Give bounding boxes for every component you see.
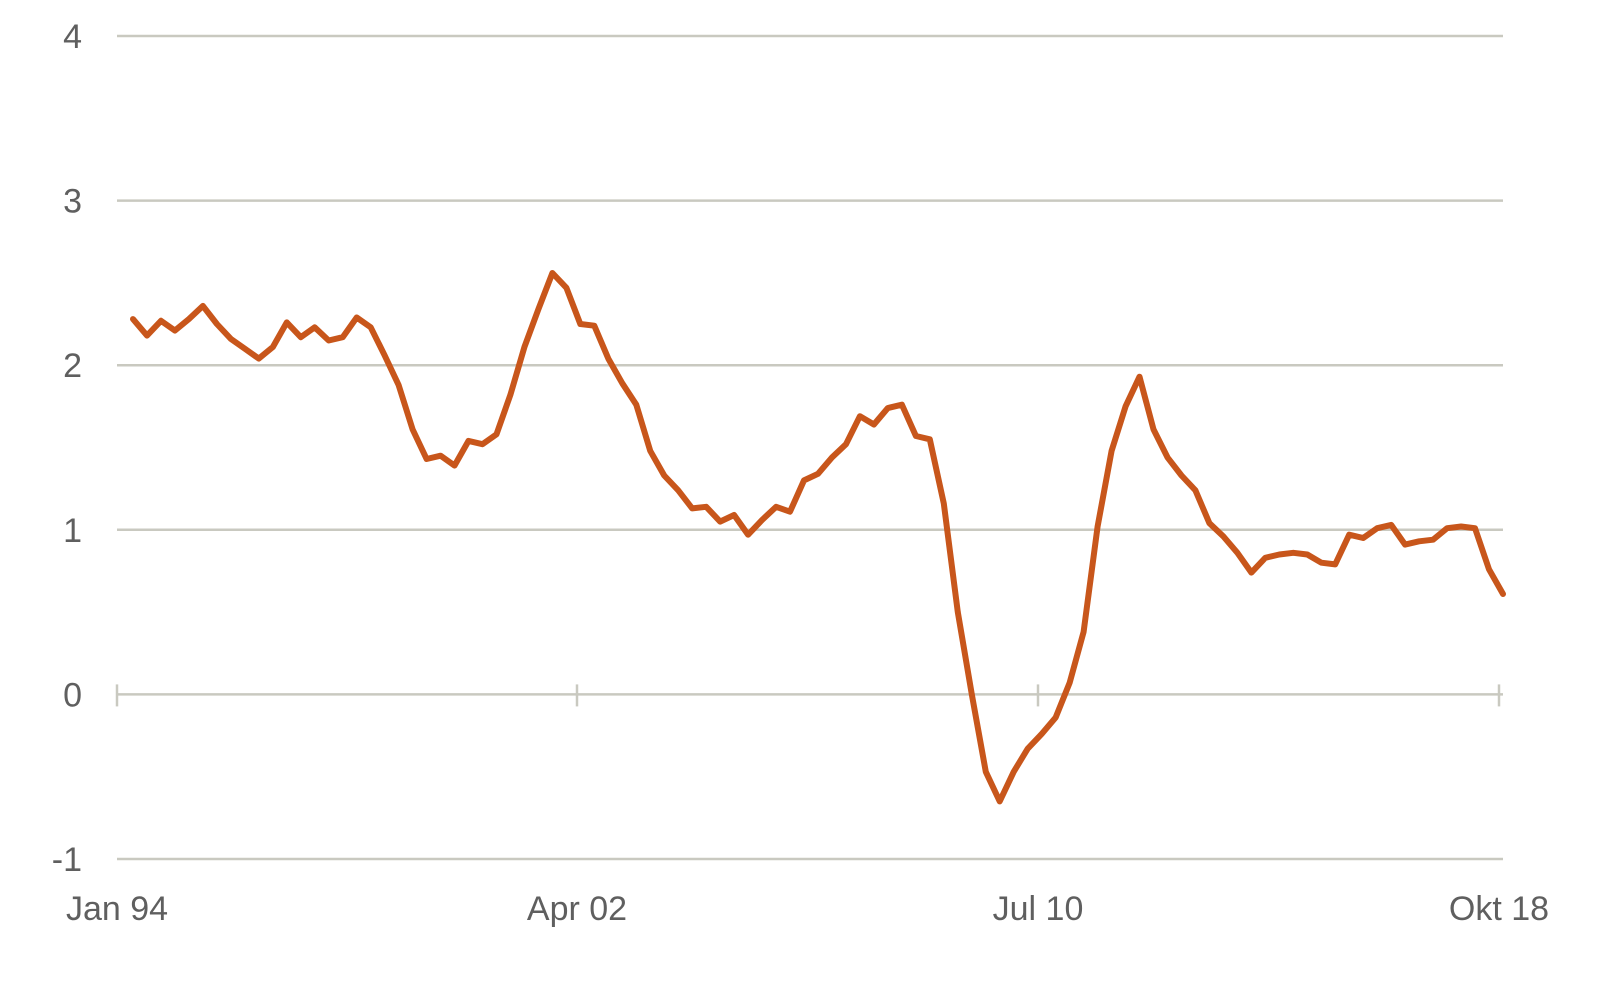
x-tick-label: Okt 18 (1449, 890, 1549, 928)
y-tick-label: 4 (63, 18, 82, 56)
y-tick-label: 2 (63, 347, 82, 385)
x-tick-label: Apr 02 (527, 890, 627, 928)
series-line (130, 270, 1506, 805)
gridlines (115, 34, 1503, 861)
y-tick-label: -1 (52, 841, 82, 879)
x-tick-label: Jul 10 (993, 890, 1084, 928)
series-layer (130, 270, 1506, 805)
y-axis-tick-labels: -1 0 1 2 3 4 (52, 18, 82, 879)
y-tick-label: 0 (63, 676, 82, 714)
y-tick-label: 3 (63, 183, 82, 221)
x-axis-tick-labels: Jan 94 Apr 02 Jul 10 Okt 18 (66, 890, 1549, 928)
y-tick-label: 1 (63, 512, 82, 550)
x-tick-label: Jan 94 (66, 890, 168, 928)
